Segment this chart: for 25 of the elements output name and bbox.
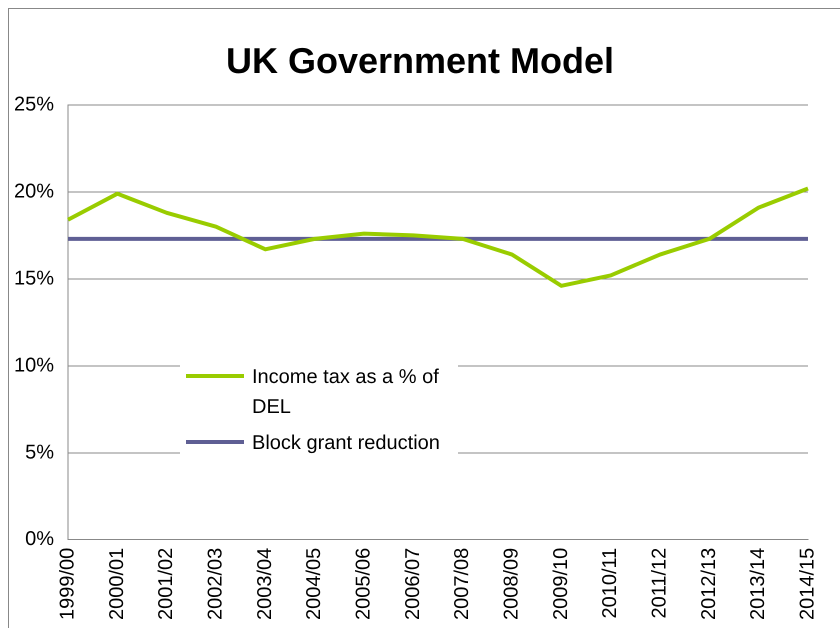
- x-tick-label: 2005/06: [352, 548, 375, 620]
- legend-label: Income tax as a % of DEL: [252, 365, 440, 420]
- chart-title: UK Government Model: [224, 40, 616, 82]
- x-tick-label: 2003/04: [254, 548, 276, 620]
- x-tick-label: 2004/05: [303, 548, 326, 620]
- x-tick-label: 1999/00: [56, 548, 79, 620]
- y-tick-label: 5%: [25, 441, 54, 464]
- x-tick-label: 2008/09: [500, 548, 523, 620]
- x-tick-label: 2006/07: [402, 548, 424, 620]
- x-tick-label: 2013/14: [747, 548, 770, 620]
- y-tick-label: 0%: [25, 528, 54, 550]
- x-tick-label: 2012/13: [698, 548, 720, 620]
- y-tick-label: 10%: [14, 354, 54, 376]
- x-tick-label: 2014/15: [796, 548, 819, 620]
- x-tick-label: 2000/01: [106, 548, 128, 620]
- legend-label: Block grant reduction: [252, 431, 441, 456]
- y-tick-label: 20%: [14, 180, 54, 202]
- x-tick-label: 2011/12: [648, 548, 671, 619]
- x-tick-label: 2010/11: [599, 548, 622, 619]
- y-tick-label: 15%: [14, 267, 54, 290]
- x-tick-label: 2009/10: [550, 548, 572, 620]
- x-tick-label: 2002/03: [204, 548, 227, 620]
- x-tick-label: 2001/02: [155, 548, 178, 620]
- x-tick-label: 2007/08: [451, 548, 474, 620]
- y-tick-label: 25%: [14, 94, 54, 116]
